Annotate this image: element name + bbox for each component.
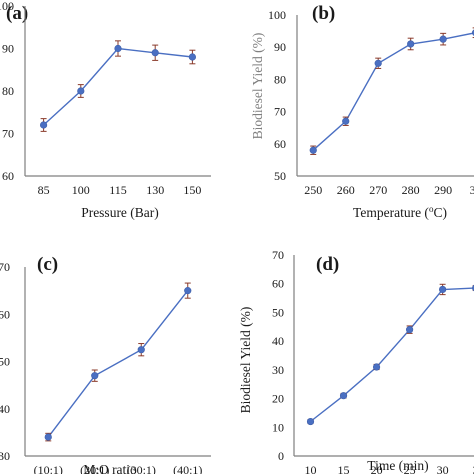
y-tick-label: 0 xyxy=(278,449,284,463)
x-axis-title: Temperature (oC) xyxy=(353,204,447,220)
data-point xyxy=(184,287,192,295)
y-tick-label: 60 xyxy=(272,277,284,291)
y-axis-title: Biodiesel Yield (%) xyxy=(238,307,253,414)
data-point xyxy=(77,87,85,95)
x-tick-label: 100 xyxy=(72,183,90,197)
x-axis-title: M:O ratio xyxy=(83,462,137,474)
x-tick-label: 25 xyxy=(404,463,416,474)
data-point xyxy=(44,433,52,441)
x-tick-label: 3 xyxy=(473,463,474,474)
data-point xyxy=(439,285,447,294)
x-tick-label: 115 xyxy=(109,183,127,197)
y-tick-label: 80 xyxy=(2,84,14,98)
y-tick-label: 60 xyxy=(0,307,10,321)
y-tick-label: 60 xyxy=(274,137,286,151)
x-tick-label: 30 xyxy=(470,183,474,197)
x-tick-label: 280 xyxy=(402,183,420,197)
data-point xyxy=(309,146,317,154)
x-tick-label: 85 xyxy=(38,183,50,197)
data-point xyxy=(339,392,348,400)
x-tick-label: 150 xyxy=(183,183,201,197)
x-axis-title: Time (min) xyxy=(367,458,428,473)
x-tick-label: 10 xyxy=(305,463,317,474)
series-line xyxy=(310,287,474,423)
y-tick-label: 100 xyxy=(0,0,14,13)
data-point xyxy=(188,53,196,61)
y-tick-label: 60 xyxy=(2,169,14,183)
panel-label: (b) xyxy=(312,3,335,24)
y-tick-label: 90 xyxy=(274,40,286,54)
panel-label: (d) xyxy=(316,254,339,275)
x-tick-label: (20:1) xyxy=(80,463,109,474)
y-tick-label: 50 xyxy=(274,169,286,183)
data-point xyxy=(405,326,414,334)
data-point xyxy=(306,417,315,426)
y-tick-label: 30 xyxy=(0,449,10,463)
y-tick-label: 80 xyxy=(274,72,286,86)
data-point xyxy=(151,49,159,57)
x-tick-label: 15 xyxy=(338,463,350,474)
y-tick-label: 20 xyxy=(272,392,284,406)
data-point xyxy=(39,121,48,129)
x-tick-label: (40:1) xyxy=(173,463,202,474)
x-tick-label: (10:1) xyxy=(34,463,63,474)
chart-panel-1: (a) 60 70 80 90 100 85 100 115 130 150 Pressure (Ba… xyxy=(0,0,211,220)
x-tick-label: 30 xyxy=(437,463,449,474)
y-tick-label: 50 xyxy=(272,305,284,319)
y-tick-label: 50 xyxy=(0,355,10,369)
x-tick-label: 20 xyxy=(371,463,383,474)
y-tick-label: 10 xyxy=(272,420,284,434)
series-line xyxy=(47,290,189,438)
series-line xyxy=(43,47,193,126)
data-point xyxy=(372,363,381,371)
data-point xyxy=(407,40,415,48)
x-tick-label: 250 xyxy=(304,183,322,197)
panel-label: (c) xyxy=(37,254,58,275)
chart-panel-2: (b) 50 60 70 80 90 100 250 260 270 280 290 30 Tempera… xyxy=(250,3,474,220)
x-axis-title: Pressure (Bar) xyxy=(81,205,159,220)
y-tick-label: 90 xyxy=(2,42,14,56)
y-tick-label: 70 xyxy=(0,260,10,274)
y-tick-label: 40 xyxy=(272,334,284,348)
data-point xyxy=(439,35,447,43)
data-point xyxy=(91,372,99,380)
panel-label: (a) xyxy=(6,3,28,24)
data-point xyxy=(137,346,145,354)
x-tick-label: 260 xyxy=(337,183,355,197)
x-tick-label: (30:1) xyxy=(127,463,156,474)
chart-panel-4: (d) 0 10 20 30 40 50 60 70 10 15 20 25 30 3 Time (min) B… xyxy=(238,248,474,474)
data-point xyxy=(342,117,350,125)
x-tick-label: 290 xyxy=(434,183,452,197)
y-tick-label: 30 xyxy=(272,363,284,377)
data-point xyxy=(114,44,122,53)
y-tick-label: 40 xyxy=(0,402,10,416)
y-tick-label: 70 xyxy=(2,127,14,141)
series-line xyxy=(312,32,474,151)
y-tick-label: 70 xyxy=(274,105,286,119)
y-axis-title: Biodiesel Yield (%) xyxy=(250,33,265,140)
y-tick-label: 70 xyxy=(272,248,284,262)
chart-panel-3: (c) 30 40 50 60 70 (10:1) (20:1) (30:1) (40:1) M:O… xyxy=(0,254,211,474)
y-tick-label: 100 xyxy=(268,8,286,22)
x-tick-label: 270 xyxy=(369,183,387,197)
data-point xyxy=(374,59,382,67)
x-tick-label: 130 xyxy=(146,183,164,197)
